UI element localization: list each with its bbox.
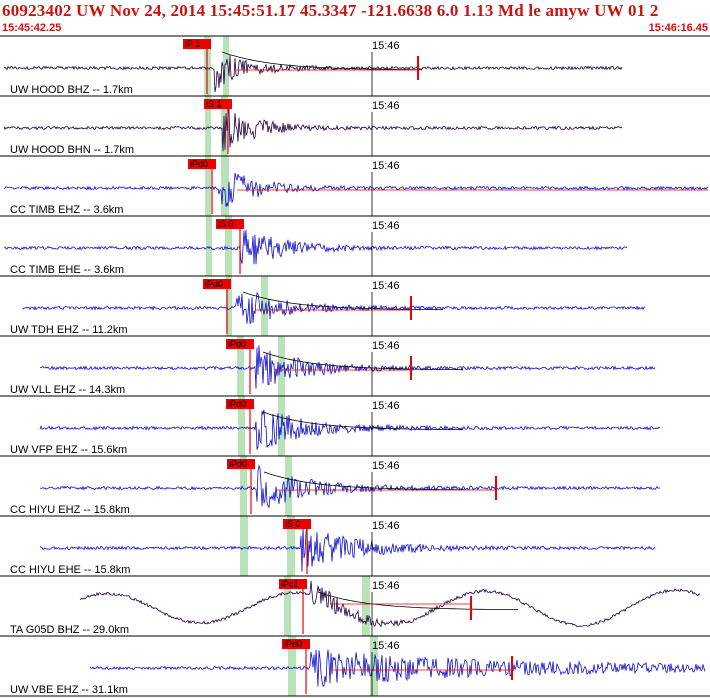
pick-label: iPc1 [281, 579, 299, 589]
waveform-trace [79, 580, 701, 628]
station-label: CC TIMB EHZ -- 3.6km [10, 204, 123, 216]
coda-curve [242, 291, 444, 311]
event-title: 60923402 UW Nov 24, 2014 15:45:51.17 45.… [2, 1, 659, 20]
time-window [240, 456, 247, 516]
pick-label: iPd0 [228, 399, 246, 409]
station-label: UW VLL EHZ -- 14.3km [10, 384, 125, 396]
time-window [221, 156, 229, 216]
time-marker-label: 15:46 [372, 340, 400, 352]
station-label: CC TIMB EHE -- 3.6km [10, 264, 124, 276]
time-window [205, 96, 211, 156]
station-label: UW HOOD BHZ -- 1.7km [10, 84, 133, 96]
start-time-label: 15:45:42.25 [2, 22, 62, 34]
time-marker-label: 15:46 [372, 460, 400, 472]
time-window [225, 216, 232, 276]
pick-label: iS 0 [285, 519, 301, 529]
pick-marker[interactable] [203, 279, 231, 289]
time-marker-label: 15:46 [372, 100, 400, 112]
waveform-trace [39, 464, 661, 509]
pick-label: iPd0 [284, 639, 302, 649]
time-window [261, 276, 268, 336]
station-label: UW VFP EHZ -- 15.6km [10, 444, 127, 456]
station-label: UW HOOD BHN -- 1.7km [10, 144, 134, 156]
coda-curve [262, 411, 464, 431]
waveform-trace [3, 172, 709, 207]
pick-label: iPd0 [205, 279, 223, 289]
station-label: UW VBE EHZ -- 31.1km [10, 684, 128, 696]
pick-marker[interactable] [227, 459, 255, 469]
time-marker-label: 15:46 [372, 160, 400, 172]
time-window [205, 156, 211, 216]
time-window [288, 636, 296, 696]
pick-marker[interactable] [216, 219, 244, 229]
time-marker-label: 15:46 [372, 640, 400, 652]
pick-marker[interactable] [226, 339, 254, 349]
waveform-trace [21, 292, 646, 325]
time-window [226, 276, 232, 336]
time-window [223, 36, 229, 96]
time-window [237, 336, 244, 396]
coda-curve [262, 351, 464, 371]
time-marker-label: 15:46 [372, 400, 400, 412]
event-header: 60923402 UW Nov 24, 2014 15:45:51.17 45.… [0, 0, 710, 36]
pick-label: iPd0 [229, 459, 247, 469]
station-label: CC HIYU EHE -- 15.8km [10, 564, 130, 576]
time-marker-label: 15:46 [372, 580, 400, 592]
end-time-label: 15:46:16.45 [648, 22, 708, 34]
coda-curve [317, 591, 519, 611]
time-window [240, 516, 248, 576]
pick-label: iPd0 [228, 339, 246, 349]
coda-curve [263, 471, 465, 491]
time-window [362, 576, 370, 636]
pick-label: iPd0 [190, 159, 208, 169]
pick-marker[interactable] [282, 639, 310, 649]
time-marker-label: 15:46 [372, 40, 400, 52]
pick-label: iP 1 [185, 39, 200, 49]
station-label: CC HIYU EHZ -- 15.8km [10, 504, 130, 516]
pick-marker[interactable] [188, 159, 216, 169]
pick-marker[interactable] [279, 579, 307, 589]
waveform-trace [39, 527, 656, 572]
time-window [238, 396, 245, 456]
time-window [284, 576, 291, 636]
waveform-trace [89, 649, 706, 687]
pick-marker[interactable] [204, 99, 232, 109]
waveform-trace [3, 229, 628, 265]
pick-label: iS 1 [206, 99, 222, 109]
waveform-trace [39, 409, 661, 451]
waveform-trace [39, 345, 656, 389]
time-marker-label: 15:46 [372, 520, 400, 532]
time-marker-label: 15:46 [372, 280, 400, 292]
pick-marker[interactable] [183, 39, 211, 49]
time-window [285, 456, 292, 516]
waveform-trace [3, 108, 623, 152]
time-window [287, 516, 295, 576]
time-marker-label: 15:46 [372, 220, 400, 232]
pick-label: iS 0 [218, 219, 234, 229]
station-label: UW TDH EHZ -- 11.2km [10, 324, 128, 336]
time-window [206, 216, 212, 276]
pick-marker[interactable] [283, 519, 311, 529]
coda-curve [221, 51, 423, 71]
station-label: TA G05D BHZ -- 29.0km [10, 624, 129, 636]
waveform-trace [3, 54, 623, 92]
pick-marker[interactable] [226, 399, 254, 409]
